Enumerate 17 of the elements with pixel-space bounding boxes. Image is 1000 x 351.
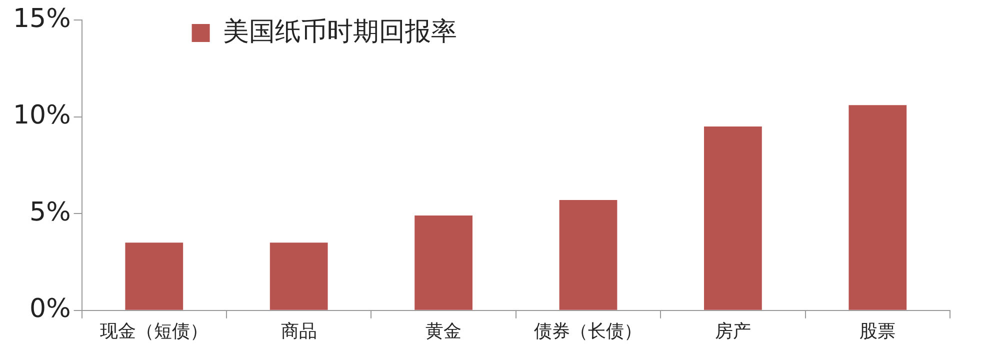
y-tick-label: 10%: [12, 100, 71, 131]
x-tick-label: 债券（长债）: [534, 320, 642, 342]
y-tick-label: 15%: [12, 4, 71, 34]
x-tick-label: 黄金: [426, 320, 462, 342]
x-tick-label: 股票: [860, 320, 896, 342]
x-tick-label: 现金（短债）: [100, 320, 208, 342]
bar: [414, 216, 472, 310]
bar: [559, 200, 618, 310]
bar: [125, 242, 184, 310]
y-tick-label: 5%: [30, 197, 71, 228]
legend-label: 美国纸币时期回报率: [222, 16, 457, 47]
x-tick-label: 商品: [280, 320, 317, 342]
bar: [270, 242, 328, 310]
bar: [704, 126, 762, 310]
y-tick-label: 0%: [30, 294, 71, 324]
x-tick-label: 房产: [714, 320, 751, 342]
bar: [848, 105, 907, 310]
